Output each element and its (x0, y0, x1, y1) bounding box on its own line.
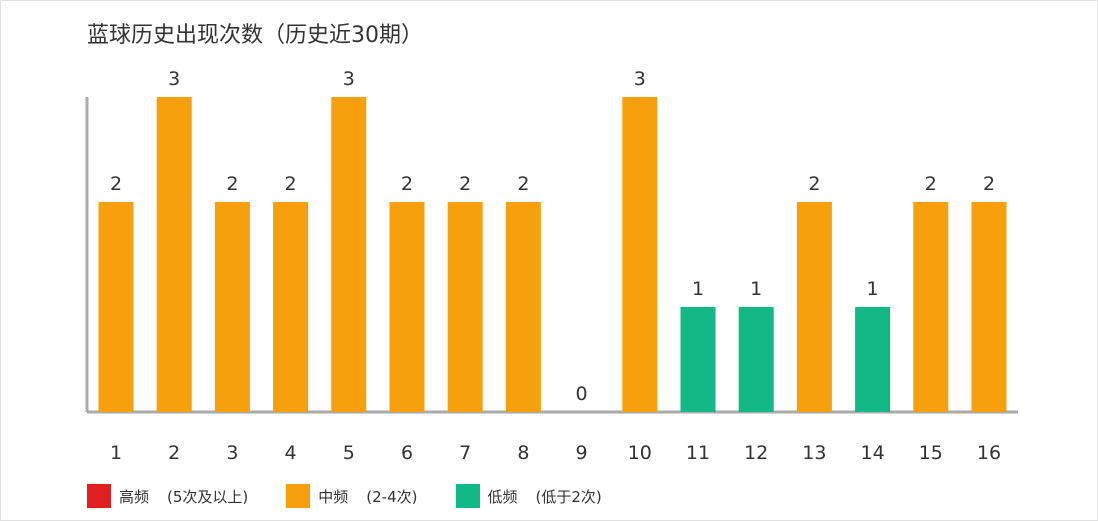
bar-value-label: 3 (634, 68, 646, 90)
x-tick-label: 4 (285, 442, 297, 464)
bar-value-label: 2 (925, 173, 937, 195)
bar-value-label: 2 (808, 173, 820, 195)
x-tick-label: 12 (744, 442, 768, 464)
chart-title: 蓝球历史出现次数（历史近30期） (87, 23, 423, 48)
x-tick-label: 5 (343, 442, 355, 464)
legend-label-mid: 中频 (318, 487, 349, 506)
x-tick-label: 2 (168, 442, 180, 464)
bar-3 (214, 202, 250, 412)
bar-value-label: 1 (867, 278, 879, 300)
bar-1 (98, 202, 134, 412)
x-tick-label: 13 (802, 442, 826, 464)
bar-value-label: 2 (517, 173, 529, 195)
legend-item-low: 低频 (低于2次) (455, 484, 602, 508)
bar-15 (913, 202, 949, 412)
x-tick-label: 8 (517, 442, 529, 464)
legend-range-mid: (2-4次) (366, 487, 418, 506)
x-tick-label: 3 (226, 442, 238, 464)
bar-8 (505, 202, 541, 412)
bar-value-label: 3 (343, 68, 355, 90)
bar-value-label: 2 (401, 173, 413, 195)
x-tick-label: 7 (459, 442, 471, 464)
x-tick-label: 14 (861, 442, 885, 464)
bar-value-label: 0 (576, 383, 588, 405)
x-tick-label: 9 (576, 442, 588, 464)
legend-label-low: 低频 (487, 487, 518, 506)
bar-11 (680, 307, 716, 412)
x-tick-label: 11 (686, 442, 710, 464)
legend-item-high: 高频 (5次及以上) (87, 484, 248, 508)
legend-swatch-mid (286, 484, 311, 508)
bar-10 (622, 97, 658, 412)
bar-value-label: 2 (459, 173, 471, 195)
bar-5 (331, 97, 367, 412)
legend-range-low: (低于2次) (535, 487, 602, 506)
bar-13 (796, 202, 832, 412)
bar-value-label: 3 (168, 68, 180, 90)
legend-range-high: (5次及以上) (167, 487, 249, 506)
legend-swatch-high (87, 484, 111, 508)
legend-item-mid: 中频 (2-4次) (286, 484, 418, 508)
bar-6 (389, 202, 425, 412)
x-tick-label: 16 (977, 442, 1001, 464)
x-tick-label: 6 (401, 442, 413, 464)
bar-4 (273, 202, 309, 412)
x-tick-label: 1 (110, 442, 122, 464)
legend-label-high: 高频 (119, 487, 150, 506)
bar-7 (447, 202, 483, 412)
bar-value-label: 1 (750, 278, 762, 300)
bar-value-label: 2 (983, 173, 995, 195)
bar-2 (156, 97, 192, 412)
x-tick-label: 15 (919, 442, 943, 464)
bar-value-label: 1 (692, 278, 704, 300)
bar-value-label: 2 (285, 173, 297, 195)
x-tick-label: 10 (628, 442, 652, 464)
bar-12 (738, 307, 774, 412)
legend: 高频 (5次及以上) 中频 (2-4次) 低频 (低于2次) (87, 483, 640, 509)
bar-16 (971, 202, 1007, 412)
bar-14 (855, 307, 891, 412)
bar-value-label: 2 (110, 173, 122, 195)
bar-value-label: 2 (226, 173, 238, 195)
legend-swatch-low (455, 484, 480, 508)
